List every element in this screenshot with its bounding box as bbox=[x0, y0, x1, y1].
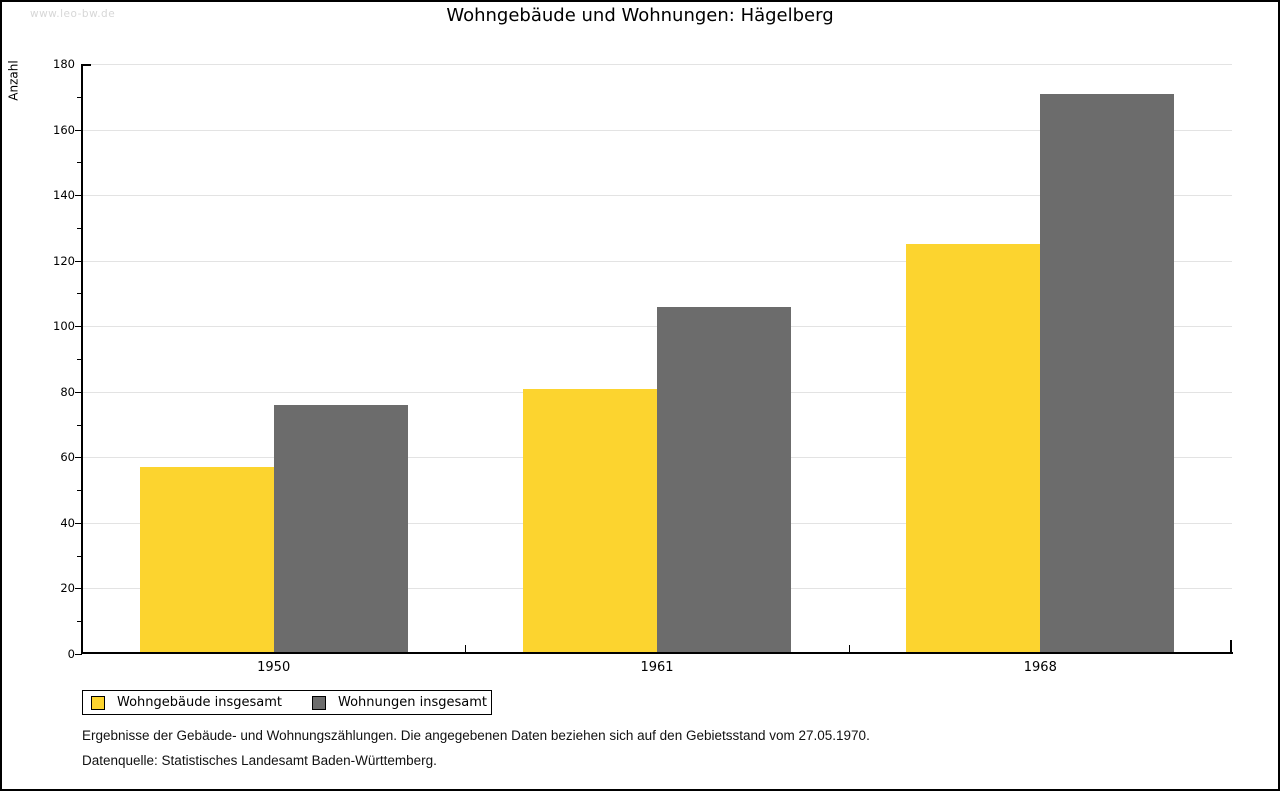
x-category-label-1950: 1950 bbox=[257, 660, 291, 675]
y-tick-minor-30 bbox=[77, 555, 82, 557]
legend-label-wohngebaeude: Wohngebäude insgesamt bbox=[117, 695, 282, 710]
y-tick-minor-110 bbox=[77, 293, 82, 295]
watermark: www.leo-bw.de bbox=[30, 8, 116, 20]
gridline-120 bbox=[82, 260, 1232, 262]
y-tick-major-20 bbox=[75, 588, 82, 590]
legend: Wohngebäude insgesamt Wohnungen insgesam… bbox=[82, 690, 492, 715]
bar-1968-wohngebaeude bbox=[906, 244, 1041, 652]
legend-item-wohngebaeude: Wohngebäude insgesamt bbox=[91, 695, 282, 710]
bar-1961-wohnungen bbox=[657, 306, 791, 652]
bar-1968-wohnungen bbox=[1040, 93, 1175, 652]
y-axis-end-tick bbox=[83, 64, 91, 66]
x-axis-end-tick bbox=[1230, 640, 1232, 652]
y-tick-major-100 bbox=[75, 326, 82, 328]
x-group-tick-2 bbox=[848, 645, 850, 652]
y-axis-line bbox=[81, 64, 83, 654]
y-tick-minor-130 bbox=[77, 227, 82, 229]
legend-label-wohnungen: Wohnungen insgesamt bbox=[338, 695, 487, 710]
y-tick-major-0 bbox=[75, 654, 82, 655]
y-tick-label-20: 20 bbox=[60, 581, 75, 596]
y-tick-minor-70 bbox=[77, 424, 82, 426]
gridline-180 bbox=[82, 64, 1232, 65]
y-tick-label-100: 100 bbox=[53, 319, 75, 334]
y-tick-label-80: 80 bbox=[60, 384, 75, 399]
footnote-1: Ergebnisse der Gebäude- und Wohnungszähl… bbox=[82, 728, 870, 743]
bar-1950-wohngebaeude bbox=[139, 467, 274, 652]
y-tick-major-160 bbox=[75, 129, 82, 131]
legend-swatch-wohnungen bbox=[312, 695, 326, 710]
footnote-2: Datenquelle: Statistisches Landesamt Bad… bbox=[82, 753, 437, 768]
legend-swatch-wohngebaeude bbox=[91, 695, 105, 710]
y-tick-label-0: 0 bbox=[67, 647, 75, 661]
y-tick-minor-10 bbox=[77, 621, 82, 623]
y-tick-major-120 bbox=[75, 260, 82, 262]
y-tick-minor-50 bbox=[77, 490, 82, 492]
x-category-label-1968: 1968 bbox=[1023, 660, 1057, 675]
gridline-140 bbox=[82, 195, 1232, 197]
y-tick-major-60 bbox=[75, 457, 82, 459]
y-tick-minor-90 bbox=[77, 359, 82, 360]
y-tick-label-140: 140 bbox=[53, 188, 75, 203]
y-tick-label-120: 120 bbox=[53, 253, 75, 268]
x-axis-line bbox=[81, 652, 1233, 654]
page-title: Wohngebäude und Wohnungen: Hägelberg bbox=[446, 5, 834, 26]
y-tick-label-40: 40 bbox=[60, 515, 75, 530]
gridline-160 bbox=[82, 129, 1232, 131]
y-tick-minor-170 bbox=[77, 96, 82, 98]
y-tick-minor-150 bbox=[77, 162, 82, 164]
y-tick-major-80 bbox=[75, 391, 82, 393]
x-group-tick-1 bbox=[465, 645, 467, 652]
y-tick-major-40 bbox=[75, 522, 82, 524]
y-tick-label-160: 160 bbox=[53, 122, 75, 137]
y-tick-label-180: 180 bbox=[53, 57, 75, 71]
y-tick-major-140 bbox=[75, 195, 82, 197]
y-tick-label-60: 60 bbox=[60, 450, 75, 465]
legend-item-wohnungen: Wohnungen insgesamt bbox=[312, 695, 487, 710]
bar-1961-wohngebaeude bbox=[523, 388, 657, 652]
bar-1950-wohnungen bbox=[273, 404, 408, 652]
x-category-label-1961: 1961 bbox=[640, 660, 674, 675]
